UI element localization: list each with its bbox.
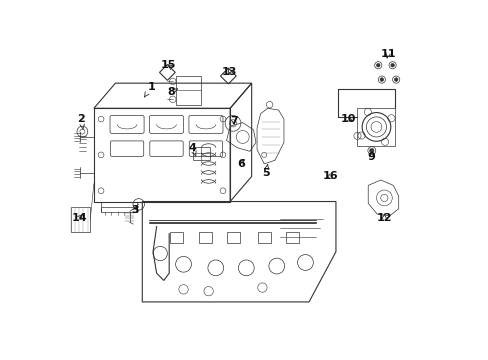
Text: 6: 6	[237, 159, 244, 169]
Circle shape	[394, 78, 397, 81]
Circle shape	[379, 78, 383, 81]
Bar	[101, 207, 137, 212]
Text: 2: 2	[77, 114, 85, 130]
Bar	[70, 207, 90, 232]
Text: 5: 5	[262, 165, 269, 178]
Text: 3: 3	[131, 206, 139, 216]
Bar	[192, 147, 209, 160]
Text: 16: 16	[322, 171, 338, 181]
Bar	[169, 232, 183, 243]
Circle shape	[390, 63, 394, 67]
Bar	[257, 232, 270, 243]
Text: 10: 10	[340, 114, 355, 124]
Bar	[176, 76, 201, 105]
Text: 13: 13	[221, 67, 237, 77]
Text: 7: 7	[229, 116, 237, 126]
Bar	[227, 232, 240, 243]
Bar	[198, 232, 211, 243]
Text: 4: 4	[188, 143, 196, 156]
Text: 12: 12	[376, 213, 391, 222]
Text: 15: 15	[161, 60, 176, 70]
Text: 11: 11	[379, 49, 395, 59]
Text: 1: 1	[144, 82, 155, 97]
Bar	[357, 108, 394, 146]
Circle shape	[369, 148, 373, 153]
Text: 8: 8	[167, 87, 177, 97]
Bar	[286, 232, 299, 243]
Text: 14: 14	[72, 213, 87, 222]
Circle shape	[376, 63, 379, 67]
Text: 9: 9	[367, 152, 375, 162]
